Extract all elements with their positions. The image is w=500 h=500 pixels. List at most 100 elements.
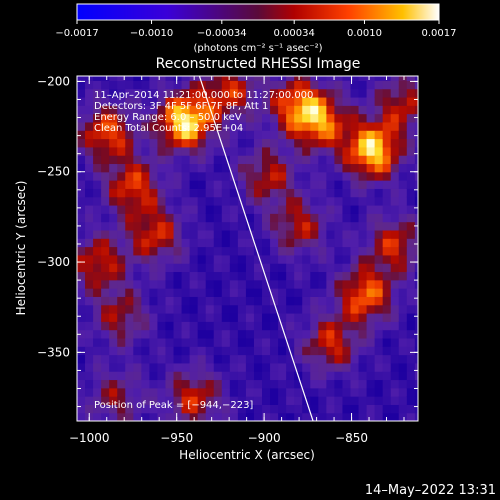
heatmap-cell xyxy=(181,346,191,356)
heatmap-cell xyxy=(398,279,408,289)
heatmap-cell xyxy=(286,204,295,214)
heatmap-cell xyxy=(213,396,223,405)
heatmap-cell xyxy=(270,288,279,297)
heatmap-cell xyxy=(326,246,336,256)
heatmap-cell xyxy=(213,196,223,206)
heatmap-cell xyxy=(173,130,183,140)
heatmap-cell xyxy=(302,412,311,421)
heatmap-cell xyxy=(237,229,247,239)
heatmap-cell xyxy=(253,163,263,173)
heatmap-cell xyxy=(262,171,271,181)
heatmap-cell xyxy=(294,163,303,173)
heatmap-cell xyxy=(366,396,376,405)
heatmap-cell xyxy=(117,204,126,214)
heatmap-cell xyxy=(133,221,142,231)
heatmap-cell xyxy=(181,263,191,273)
colorbar-tick-label: −0.00034 xyxy=(197,28,247,39)
heatmap-cell xyxy=(262,263,271,273)
heatmap-cell xyxy=(366,229,376,239)
heatmap-cell xyxy=(366,155,376,165)
heatmap-cell xyxy=(342,171,352,181)
heatmap-image xyxy=(77,76,418,421)
heatmap-cell xyxy=(310,288,319,297)
colorbar-tick-label: 0.0010 xyxy=(347,28,382,39)
heatmap-cell xyxy=(221,354,231,364)
heatmap-cell xyxy=(93,238,102,248)
peak-position-label: Position of Peak = [−944,−223] xyxy=(94,400,253,411)
heatmap-cell xyxy=(406,254,416,264)
x-axis-label: Heliocentric X (arcsec) xyxy=(179,448,315,462)
heatmap-cell xyxy=(117,346,126,356)
heatmap-cell xyxy=(390,113,400,123)
heatmap-cell xyxy=(406,180,416,189)
heatmap-cell xyxy=(245,337,255,347)
heatmap-cell xyxy=(125,354,134,364)
heatmap-cell xyxy=(350,263,360,273)
heatmap-cell xyxy=(398,379,408,389)
heatmap-cell xyxy=(278,263,287,273)
heatmap-cell xyxy=(133,146,142,156)
heatmap-cell xyxy=(205,254,215,264)
heatmap-cell xyxy=(141,412,150,421)
heatmap-cell xyxy=(366,271,376,281)
heatmap-cell xyxy=(302,76,311,81)
heatmap-cell xyxy=(278,346,287,356)
heatmap-cell xyxy=(382,163,392,173)
heatmap-cell xyxy=(342,337,352,347)
heatmap-cell xyxy=(398,196,408,206)
heatmap-cell xyxy=(101,180,110,189)
heatmap-cell xyxy=(173,263,183,273)
heatmap-cell xyxy=(197,379,207,389)
heatmap-cell xyxy=(294,396,303,405)
heatmap-cell xyxy=(390,304,400,314)
heatmap-cell xyxy=(414,296,418,306)
heatmap-cell xyxy=(237,396,247,405)
heatmap-cell xyxy=(326,121,336,131)
heatmap-cell xyxy=(229,155,239,165)
heatmap-cell xyxy=(85,163,94,173)
heatmap-cell xyxy=(414,346,418,356)
heatmap-cell xyxy=(374,312,384,322)
heatmap-cell xyxy=(181,279,191,289)
heatmap-cell xyxy=(358,404,368,414)
heatmap-cell xyxy=(382,271,392,281)
heatmap-cell xyxy=(278,321,287,331)
heatmap-cell xyxy=(326,379,336,389)
heatmap-cell xyxy=(294,346,303,356)
heatmap-cell xyxy=(133,155,142,165)
heatmap-cell xyxy=(310,354,319,364)
heatmap-cell xyxy=(237,146,247,156)
x-tick-label: −900 xyxy=(248,431,281,445)
heatmap-cell xyxy=(414,105,418,115)
heatmap-cell xyxy=(205,180,215,189)
heatmap-cell xyxy=(205,304,215,314)
heatmap-cell xyxy=(262,188,271,198)
heatmap-cell xyxy=(221,362,231,372)
heatmap-cell xyxy=(262,196,271,206)
heatmap-cell xyxy=(189,146,199,156)
heatmap-cell xyxy=(229,254,239,264)
heatmap-cell xyxy=(213,288,223,297)
heatmap-cell xyxy=(221,204,231,214)
heatmap-cell xyxy=(189,229,199,239)
heatmap-cell xyxy=(350,130,360,140)
heatmap-cell xyxy=(326,80,336,90)
heatmap-cell xyxy=(374,371,384,381)
heatmap-cell xyxy=(374,76,384,81)
heatmap-cell xyxy=(286,121,295,131)
heatmap-cell xyxy=(229,279,239,289)
heatmap-cell xyxy=(350,254,360,264)
heatmap-cell xyxy=(85,204,94,214)
heatmap-cell xyxy=(149,346,159,356)
heatmap-cell xyxy=(213,296,223,306)
heatmap-cell xyxy=(197,163,207,173)
heatmap-cell xyxy=(165,238,175,248)
heatmap-cell xyxy=(205,412,215,421)
heatmap-cell xyxy=(77,271,86,281)
heatmap-cell xyxy=(221,229,231,239)
heatmap-cell xyxy=(125,304,134,314)
heatmap-cell xyxy=(93,304,102,314)
heatmap-cell xyxy=(205,130,215,140)
heatmap-cell xyxy=(221,155,231,165)
heatmap-cell xyxy=(197,238,207,248)
